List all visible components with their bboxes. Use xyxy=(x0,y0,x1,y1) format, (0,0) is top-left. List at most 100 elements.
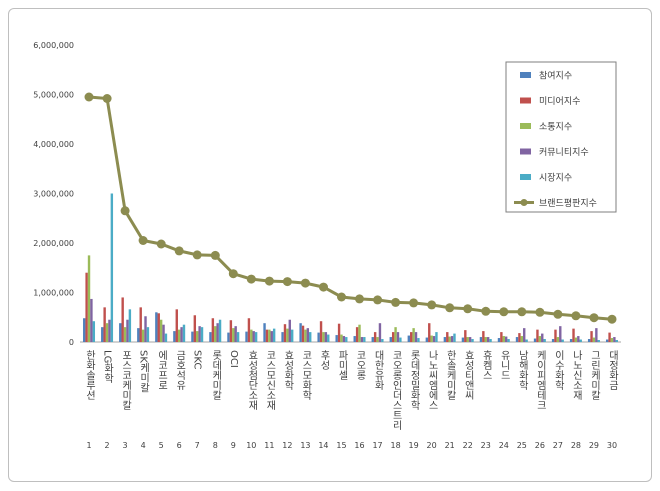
bar-1 xyxy=(335,335,338,342)
x-category-label: LG화학 xyxy=(102,350,114,384)
bar-3 xyxy=(376,337,379,342)
legend-swatch xyxy=(520,123,531,129)
bar-5 xyxy=(309,332,312,342)
legend-swatch xyxy=(520,148,531,155)
x-rank-label: 5 xyxy=(159,441,164,450)
x-rank-label: 11 xyxy=(264,441,274,450)
bar-4 xyxy=(198,326,201,342)
y-tick-label: 4,000,000 xyxy=(33,140,74,149)
bar-5 xyxy=(579,339,582,342)
bar-5 xyxy=(507,339,510,342)
bar-3 xyxy=(87,255,91,343)
x-rank-label: 10 xyxy=(246,441,256,450)
bar-4 xyxy=(288,319,291,342)
brand-index-point xyxy=(138,236,148,245)
bar-1 xyxy=(407,335,411,342)
legend-label: 커뮤니티지수 xyxy=(539,147,589,158)
brand-index-point xyxy=(264,276,274,286)
bar-4 xyxy=(595,328,598,342)
x-category-label: 남해화학 xyxy=(516,350,528,391)
bar-3 xyxy=(232,328,235,342)
bar-4 xyxy=(108,319,111,342)
x-category-label: 휴켐스 xyxy=(480,350,492,380)
bar-5 xyxy=(182,324,186,342)
bar-4 xyxy=(450,336,454,342)
brand-index-point xyxy=(373,295,383,305)
x-category-label: 대정화금 xyxy=(606,350,618,390)
y-tick-label: 1,000,000 xyxy=(33,289,74,298)
x-category-label: 포스코케미칼 xyxy=(120,350,132,410)
brand-index-point xyxy=(571,311,581,321)
brand-index-point xyxy=(120,206,130,216)
bar-4 xyxy=(613,337,616,342)
bar-5 xyxy=(615,340,618,342)
bar-4 xyxy=(486,337,490,342)
bar-2 xyxy=(428,323,431,342)
bar-5 xyxy=(128,309,132,342)
bar-3 xyxy=(196,331,199,342)
bar-1 xyxy=(83,318,86,342)
bar-4 xyxy=(252,331,255,342)
bar-5 xyxy=(236,332,240,342)
bar-4 xyxy=(414,332,418,342)
bar-3 xyxy=(250,329,253,343)
bar-1 xyxy=(461,337,465,342)
brand-index-point xyxy=(337,292,346,302)
bar-2 xyxy=(608,332,611,342)
x-rank-label: 29 xyxy=(589,441,599,450)
bar-1 xyxy=(299,323,302,342)
bar-5 xyxy=(218,319,222,342)
bar-4 xyxy=(523,328,526,342)
bar-3 xyxy=(304,329,307,343)
bar-4 xyxy=(216,323,219,342)
bar-2 xyxy=(355,327,359,342)
bar-2 xyxy=(391,332,395,342)
bar-2 xyxy=(103,307,106,342)
x-category-label: 유니드 xyxy=(498,350,510,380)
x-category-label: SK케미칼 xyxy=(138,350,150,393)
bar-3 xyxy=(358,324,361,342)
bar-3 xyxy=(159,319,163,342)
bar-4 xyxy=(126,319,129,342)
brand-index-point xyxy=(174,246,184,256)
bar-3 xyxy=(430,335,433,342)
bar-2 xyxy=(283,324,287,342)
bar-5 xyxy=(399,337,402,342)
x-rank-label: 12 xyxy=(282,441,292,450)
bar-1 xyxy=(551,339,555,342)
brand-index-point xyxy=(228,269,238,279)
legend-label: 미디어지수 xyxy=(539,96,580,107)
x-category-label: 후성 xyxy=(318,350,330,370)
bar-1 xyxy=(227,332,230,342)
x-category-label: SKC xyxy=(192,350,203,369)
bar-3 xyxy=(340,334,343,342)
bar-3 xyxy=(322,332,325,342)
x-rank-label: 23 xyxy=(481,441,491,450)
bar-2 xyxy=(536,329,539,343)
bar-3 xyxy=(574,337,578,342)
bar-5 xyxy=(597,340,600,342)
bar-3 xyxy=(286,328,289,342)
bar-5 xyxy=(525,339,528,342)
bar-4 xyxy=(270,331,273,342)
bar-1 xyxy=(119,323,122,342)
x-rank-label: 19 xyxy=(409,441,419,450)
legend-label: 시장지수 xyxy=(539,173,572,184)
bar-3 xyxy=(484,337,487,342)
bar-5 xyxy=(164,333,168,342)
brand-index-point xyxy=(445,303,455,313)
x-category-label: 에코프로 xyxy=(156,350,168,390)
bar-1 xyxy=(209,332,212,342)
bar-5 xyxy=(110,193,114,342)
bar-2 xyxy=(265,329,269,343)
bar-1 xyxy=(605,339,609,342)
bar-4 xyxy=(577,336,580,342)
bar-1 xyxy=(263,323,266,342)
y-tick-label: 0 xyxy=(69,338,74,347)
bar-2 xyxy=(464,330,467,342)
x-category-label: 한화솔루션 xyxy=(84,350,96,400)
legend-swatch xyxy=(520,72,531,78)
bar-1 xyxy=(353,336,356,342)
x-rank-label: 20 xyxy=(427,441,437,450)
bar-5 xyxy=(561,339,564,342)
